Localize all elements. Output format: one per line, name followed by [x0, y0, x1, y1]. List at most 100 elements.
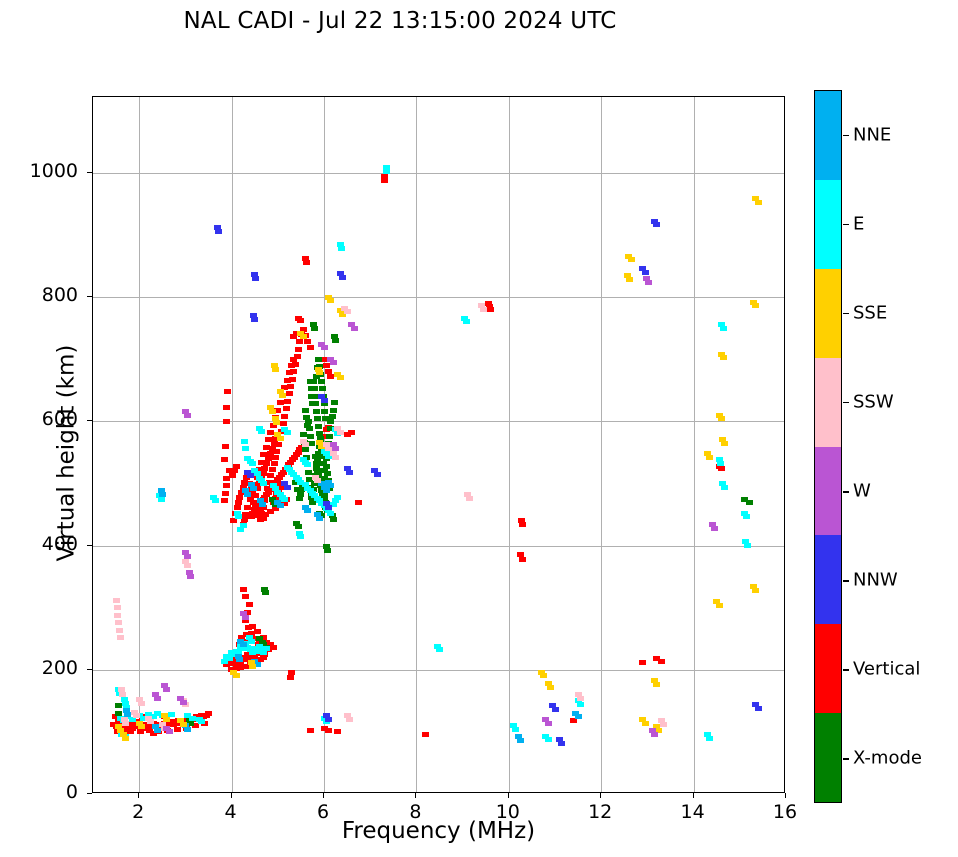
plot-area[interactable]	[92, 96, 785, 793]
scatter-point	[330, 334, 338, 340]
scatter-point	[325, 294, 333, 300]
scatter-point	[117, 634, 125, 640]
scatter-point	[121, 735, 129, 741]
scatter-point	[122, 708, 130, 714]
scatter-point	[268, 408, 276, 414]
colorbar-segment-ssw[interactable]	[815, 357, 841, 447]
scatter-point	[165, 729, 173, 735]
scatter-point	[334, 426, 342, 432]
scatter-point	[320, 345, 328, 351]
scatter-point	[307, 386, 315, 392]
scatter-point	[576, 695, 584, 701]
colorbar-label-vertical: Vertical	[853, 658, 921, 680]
scatter-point	[718, 437, 726, 443]
scatter-point	[341, 305, 349, 311]
scatter-point	[318, 480, 326, 486]
scatter-point	[118, 687, 126, 693]
scatter-point	[275, 442, 283, 448]
scatter-point	[236, 494, 244, 500]
scatter-point	[256, 508, 264, 514]
scatter-point	[192, 723, 200, 729]
scatter-point	[380, 174, 388, 179]
scatter-point	[211, 498, 219, 504]
scatter-point	[639, 265, 647, 271]
scatter-point	[332, 446, 340, 452]
scatter-point	[220, 498, 228, 504]
scatter-point	[241, 615, 249, 621]
colorbar-segment-w[interactable]	[815, 446, 841, 536]
scatter-point	[302, 442, 310, 448]
scatter-point	[574, 692, 582, 698]
scatter-point	[223, 418, 231, 424]
scatter-point	[479, 306, 487, 312]
colorbar-tick-mark	[843, 580, 849, 582]
scatter-point	[325, 716, 333, 722]
scatter-point	[161, 713, 169, 719]
scatter-point	[255, 643, 263, 649]
scatter-point	[241, 593, 249, 599]
scatter-point	[750, 584, 758, 589]
scatter-point	[514, 734, 522, 740]
scatter-point	[280, 500, 288, 506]
scatter-point	[237, 638, 245, 644]
scatter-point	[717, 465, 725, 471]
scatter-point	[544, 736, 552, 742]
scatter-point	[625, 253, 633, 259]
scatter-point	[154, 695, 162, 701]
colorbar-segment-nnw[interactable]	[815, 535, 841, 625]
colorbar-segment-e[interactable]	[815, 179, 841, 269]
colorbar-segment-vertical[interactable]	[815, 624, 841, 714]
y-tick-mark	[87, 171, 92, 173]
scatter-point	[188, 715, 196, 721]
scatter-point	[539, 673, 547, 679]
x-tick-label: 8	[409, 801, 422, 823]
scatter-point	[289, 376, 297, 382]
scatter-point	[324, 547, 332, 553]
scatter-point	[304, 462, 312, 468]
scatter-point	[259, 504, 267, 510]
colorbar-segment-x-mode[interactable]	[815, 713, 841, 802]
scatter-point	[232, 463, 240, 469]
scatter-point	[296, 530, 304, 536]
scatter-point	[295, 495, 303, 501]
scatter-point	[251, 316, 259, 322]
scatter-point	[253, 648, 261, 654]
scatter-point	[297, 534, 305, 540]
scatter-point	[549, 703, 557, 709]
colorbar-segment-nne[interactable]	[815, 91, 841, 180]
colorbar-segment-sse[interactable]	[815, 268, 841, 358]
scatter-point	[261, 586, 269, 592]
scatter-point	[244, 625, 252, 630]
scatter-point	[229, 473, 237, 479]
grid-line-vertical	[693, 97, 695, 792]
scatter-point	[149, 714, 157, 720]
y-tick-label: 600	[41, 408, 78, 431]
scatter-point	[244, 492, 252, 498]
scatter-point	[138, 724, 145, 730]
scatter-point	[221, 658, 229, 664]
scatter-point	[149, 730, 157, 736]
scatter-point	[542, 716, 550, 722]
scatter-point	[249, 623, 257, 629]
scatter-point	[235, 653, 243, 659]
scatter-point	[239, 646, 247, 652]
scatter-point	[719, 325, 727, 331]
azimuth-colorbar[interactable]	[814, 90, 842, 803]
scatter-point	[298, 487, 306, 493]
scatter-point	[556, 736, 564, 742]
scatter-point	[334, 371, 342, 377]
scatter-point	[295, 315, 303, 321]
scatter-point	[277, 484, 285, 490]
scatter-point	[318, 341, 326, 347]
scatter-point	[253, 470, 261, 476]
scatter-point	[717, 416, 725, 422]
scatter-point	[248, 510, 256, 516]
scatter-point	[288, 669, 296, 675]
scatter-point	[260, 649, 268, 655]
scatter-point	[304, 508, 312, 514]
scatter-point	[327, 374, 335, 380]
scatter-point	[158, 492, 166, 498]
x-tick-mark	[692, 793, 694, 798]
scatter-point	[238, 634, 246, 640]
scatter-point	[320, 401, 328, 407]
